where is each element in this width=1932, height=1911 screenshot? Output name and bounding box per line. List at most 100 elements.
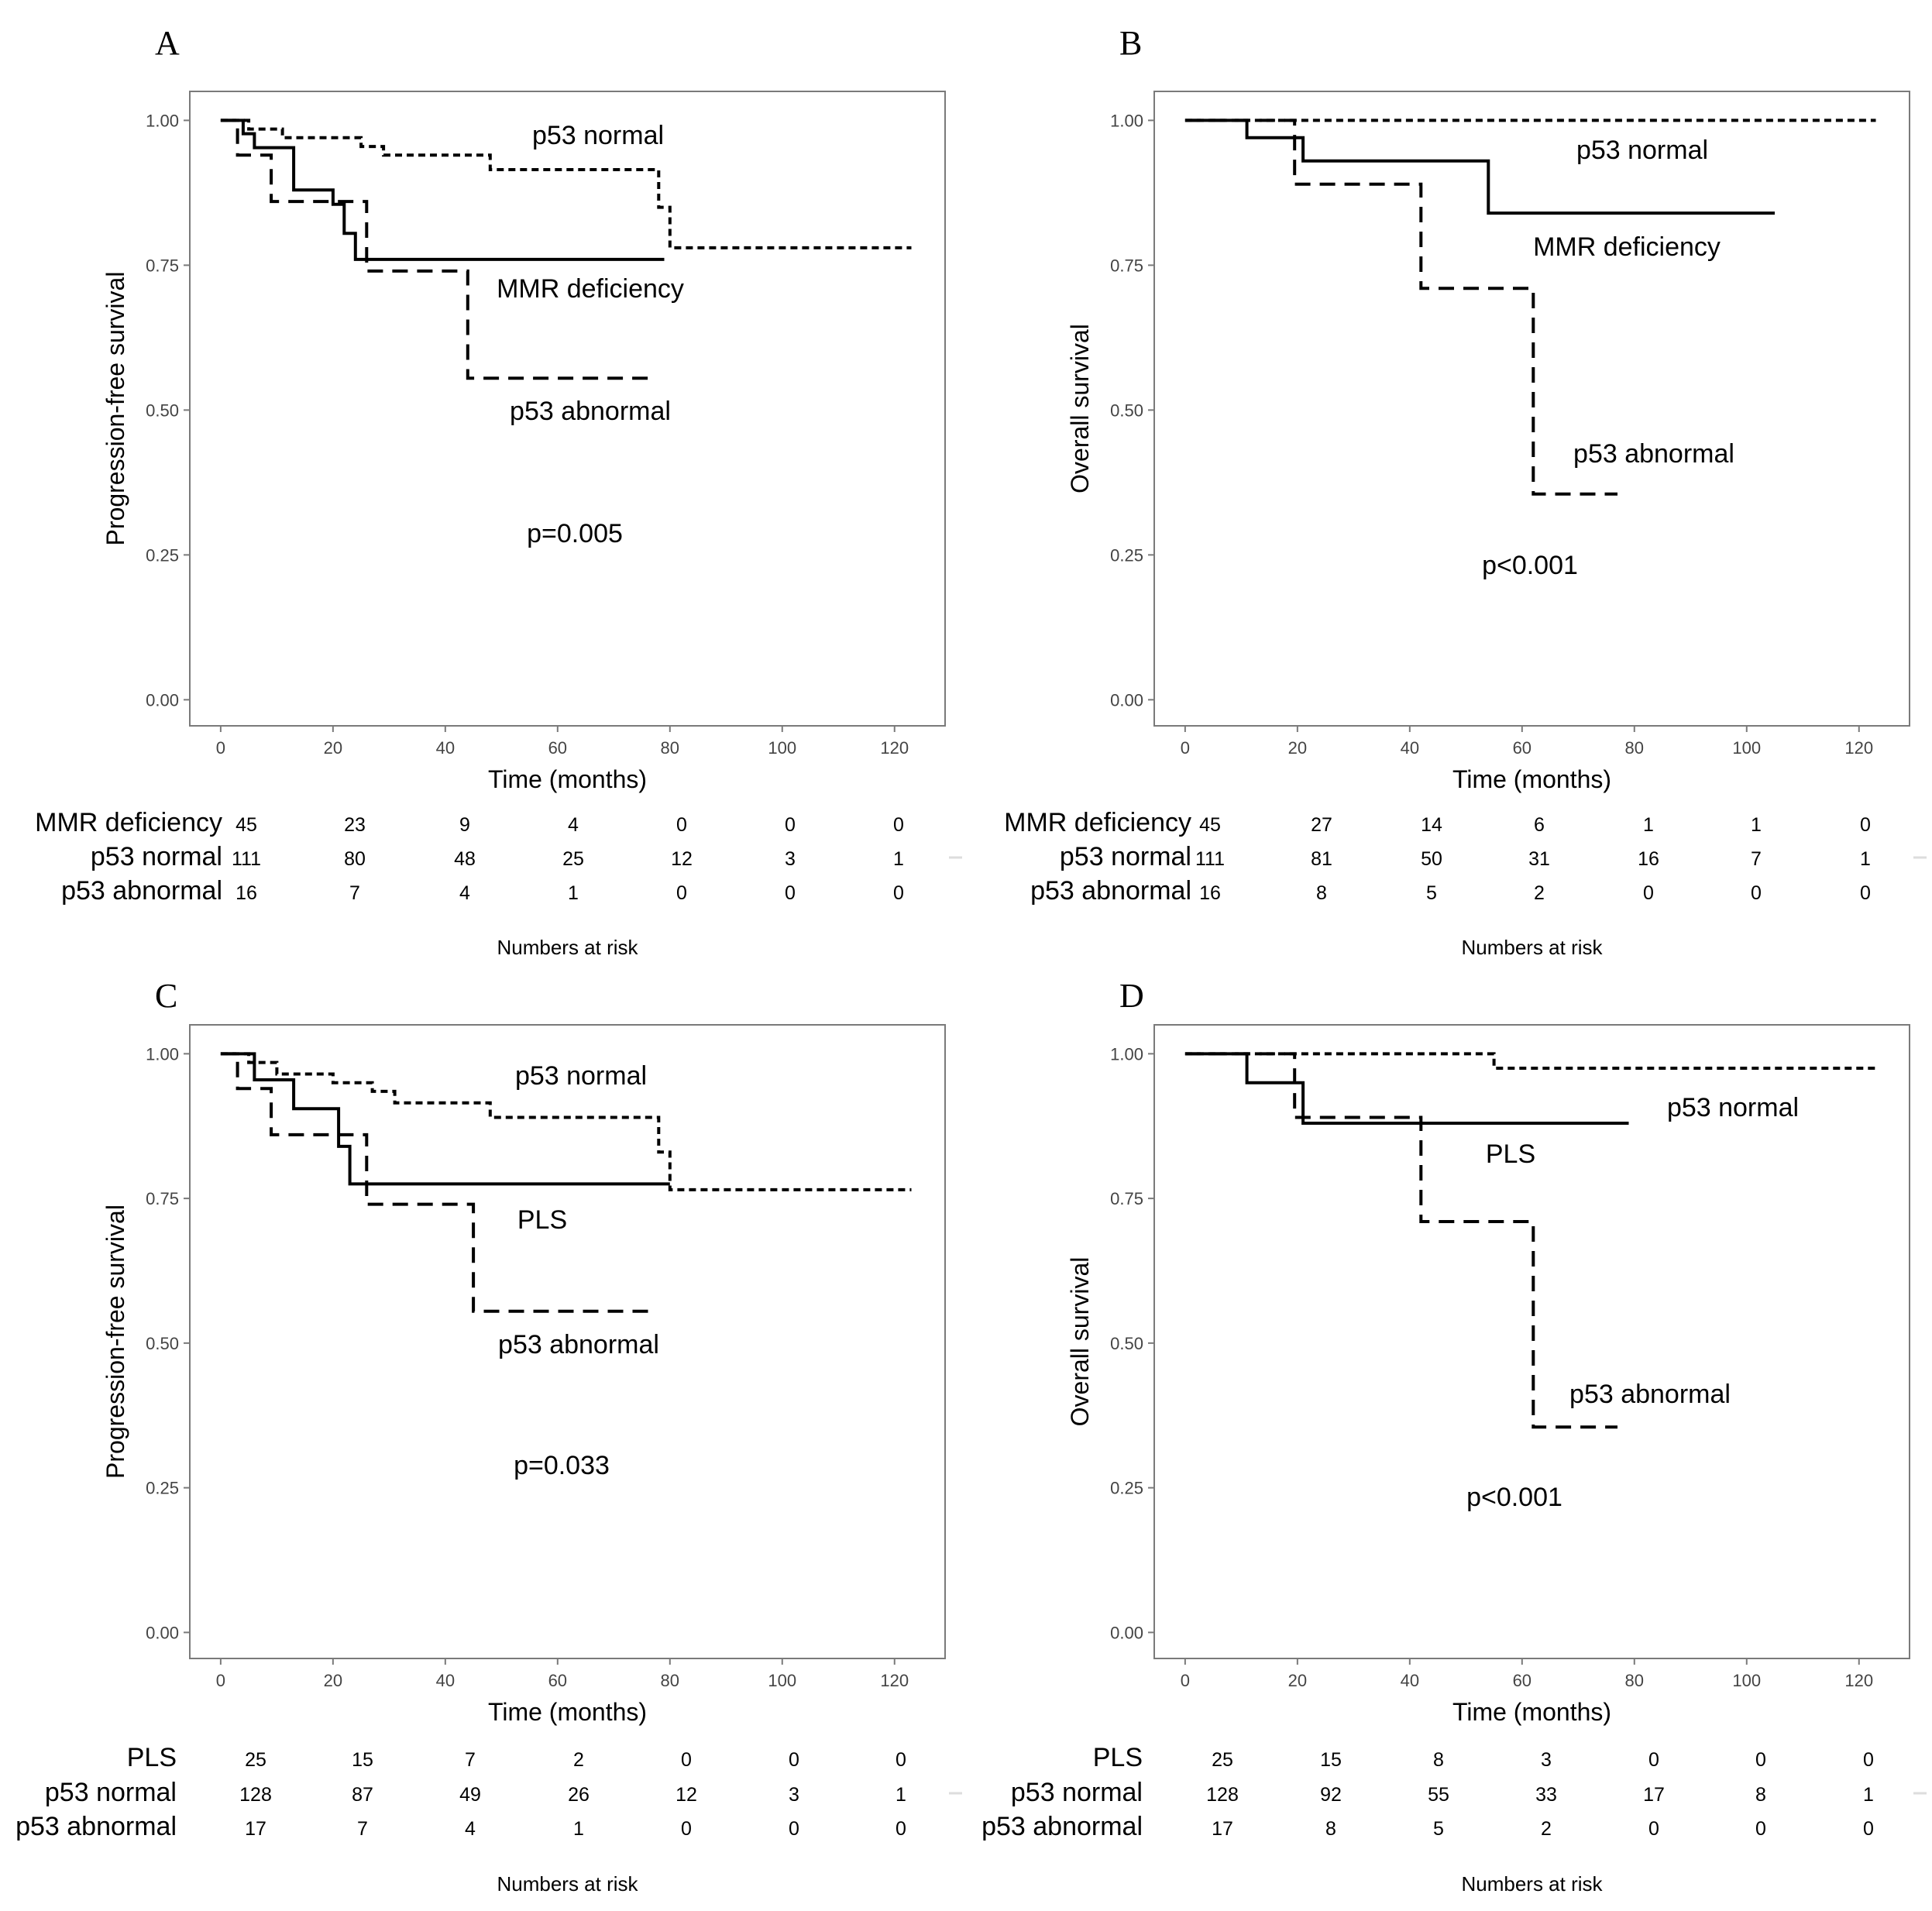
- x-tick-label: 0: [216, 1671, 225, 1690]
- risk-table-title: Numbers at risk: [1461, 936, 1603, 959]
- risk-row-label: MMR deficiency: [1004, 808, 1191, 837]
- risk-count: 23: [344, 814, 366, 836]
- x-tick-label: 60: [548, 738, 567, 758]
- risk-count: 3: [785, 848, 796, 870]
- risk-count: 1: [896, 1784, 906, 1806]
- x-tick-label: 40: [1401, 738, 1419, 758]
- risk-count: 7: [357, 1818, 368, 1840]
- risk-count: 0: [1860, 814, 1871, 836]
- curve-label: p53 abnormal: [498, 1330, 659, 1359]
- risk-count: 0: [1863, 1818, 1874, 1840]
- x-axis-title: Time (months): [1452, 765, 1611, 793]
- risk-count: 7: [349, 882, 360, 904]
- risk-count: 0: [789, 1818, 799, 1840]
- x-axis-title: Time (months): [1452, 1698, 1611, 1726]
- risk-count: 49: [459, 1784, 481, 1806]
- risk-count: 48: [454, 848, 476, 870]
- y-tick-label: 1.00: [146, 1044, 179, 1064]
- risk-count: 26: [568, 1784, 590, 1806]
- panel-letter: B: [1119, 24, 1142, 62]
- y-tick-label: 0.75: [146, 1189, 179, 1208]
- risk-count: 16: [1638, 848, 1659, 870]
- x-tick-label: 20: [324, 1671, 342, 1690]
- risk-count: 14: [1421, 814, 1442, 836]
- x-tick-label: 60: [1513, 1671, 1532, 1690]
- panel-b: B0.000.250.500.751.000 20 40 60 80 100 120Time…: [1004, 24, 1927, 959]
- p-value: p<0.001: [1482, 551, 1578, 580]
- x-axis-title: Time (months): [488, 1698, 647, 1726]
- risk-count: 80: [344, 848, 366, 870]
- curve-label: p53 abnormal: [1569, 1380, 1731, 1409]
- km-curve-p53-abnormal: [220, 1052, 653, 1313]
- risk-count: 4: [465, 1818, 476, 1840]
- risk-count: 31: [1528, 848, 1550, 870]
- risk-count: 45: [235, 814, 257, 836]
- y-axis-title: Overall survival: [1066, 1257, 1094, 1427]
- curve-label: PLS: [1486, 1139, 1535, 1169]
- y-tick-label: 1.00: [1110, 111, 1143, 130]
- risk-count: 0: [1755, 1818, 1766, 1840]
- km-curve-pls: [220, 1052, 670, 1186]
- risk-count: 128: [239, 1784, 272, 1806]
- risk-count: 4: [459, 882, 470, 904]
- y-tick-label: 0.50: [146, 400, 179, 420]
- x-tick-label: 80: [1625, 1671, 1644, 1690]
- risk-row-label: p53 abnormal: [1030, 876, 1191, 906]
- risk-count: 128: [1206, 1784, 1239, 1806]
- risk-table-title: Numbers at risk: [1461, 1872, 1603, 1896]
- risk-count: 0: [1863, 1749, 1874, 1771]
- x-tick-label: 120: [1844, 1671, 1873, 1690]
- risk-count: 12: [671, 848, 693, 870]
- risk-count: 1: [1643, 814, 1654, 836]
- y-tick-label: 0.50: [1110, 1334, 1143, 1353]
- risk-count: 0: [896, 1818, 906, 1840]
- x-tick-label: 20: [1288, 1671, 1307, 1690]
- risk-count: 15: [1320, 1749, 1342, 1771]
- panel-letter: A: [155, 24, 180, 62]
- x-tick-label: 120: [880, 738, 909, 758]
- curve-label: p53 normal: [1667, 1093, 1799, 1122]
- risk-count: 55: [1428, 1784, 1449, 1806]
- x-tick-label: 60: [1513, 738, 1532, 758]
- risk-count: 17: [245, 1818, 266, 1840]
- x-tick-label: 80: [1625, 738, 1644, 758]
- risk-count: 8: [1325, 1818, 1336, 1840]
- x-tick-label: 100: [768, 1671, 796, 1690]
- km-curve-p53-abnormal: [1184, 119, 1617, 496]
- plot-frame: [189, 1024, 946, 1659]
- y-tick-label: 0.00: [146, 1623, 179, 1642]
- risk-row-label: p53 normal: [1060, 842, 1191, 871]
- risk-count: 1: [1751, 814, 1762, 836]
- plot-frame: [1153, 1024, 1910, 1659]
- risk-row-label: PLS: [1093, 1743, 1143, 1772]
- y-tick-label: 0.50: [146, 1334, 179, 1353]
- risk-count: 6: [1534, 814, 1545, 836]
- risk-count: 45: [1199, 814, 1221, 836]
- p-value: p<0.001: [1466, 1483, 1562, 1512]
- y-tick-label: 0.75: [1110, 256, 1143, 275]
- x-tick-label: 40: [436, 1671, 455, 1690]
- curve-label: MMR deficiency: [1533, 232, 1721, 262]
- x-axis-title: Time (months): [488, 765, 647, 793]
- risk-row-label: MMR deficiency: [35, 808, 222, 837]
- x-tick-label: 120: [880, 1671, 909, 1690]
- curve-label: MMR deficiency: [497, 274, 684, 304]
- y-tick-label: 1.00: [146, 111, 179, 130]
- plot-frame: [189, 91, 946, 727]
- risk-count: 1: [573, 1818, 584, 1840]
- x-tick-label: 80: [661, 738, 679, 758]
- y-tick-label: 0.75: [146, 256, 179, 275]
- y-tick-label: 0.25: [146, 1479, 179, 1498]
- risk-count: 16: [1199, 882, 1221, 904]
- risk-count: 1: [568, 882, 579, 904]
- risk-count: 2: [1541, 1818, 1552, 1840]
- km-curve-mmr-deficiency: [1184, 119, 1775, 215]
- risk-count: 33: [1535, 1784, 1557, 1806]
- risk-count: 7: [465, 1749, 476, 1771]
- plot-frame: [1153, 91, 1910, 727]
- curve-label: p53 normal: [1576, 136, 1708, 165]
- risk-count: 0: [681, 1818, 692, 1840]
- km-curve-pls: [1184, 1052, 1629, 1125]
- y-axis-title: Progression-free survival: [101, 272, 129, 546]
- risk-count: 0: [1755, 1749, 1766, 1771]
